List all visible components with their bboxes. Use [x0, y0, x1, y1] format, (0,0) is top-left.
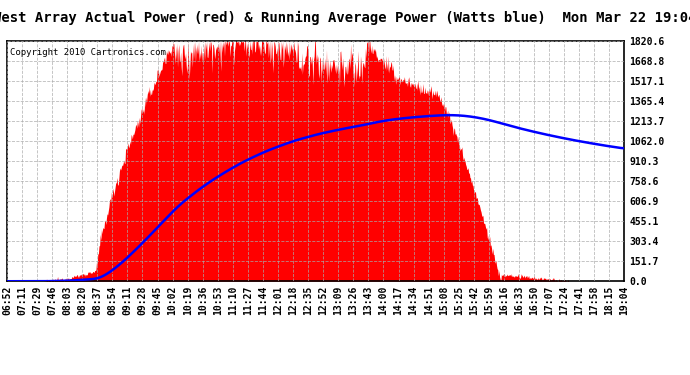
Text: Copyright 2010 Cartronics.com: Copyright 2010 Cartronics.com	[10, 48, 166, 57]
Text: West Array Actual Power (red) & Running Average Power (Watts blue)  Mon Mar 22 1: West Array Actual Power (red) & Running …	[0, 11, 690, 26]
